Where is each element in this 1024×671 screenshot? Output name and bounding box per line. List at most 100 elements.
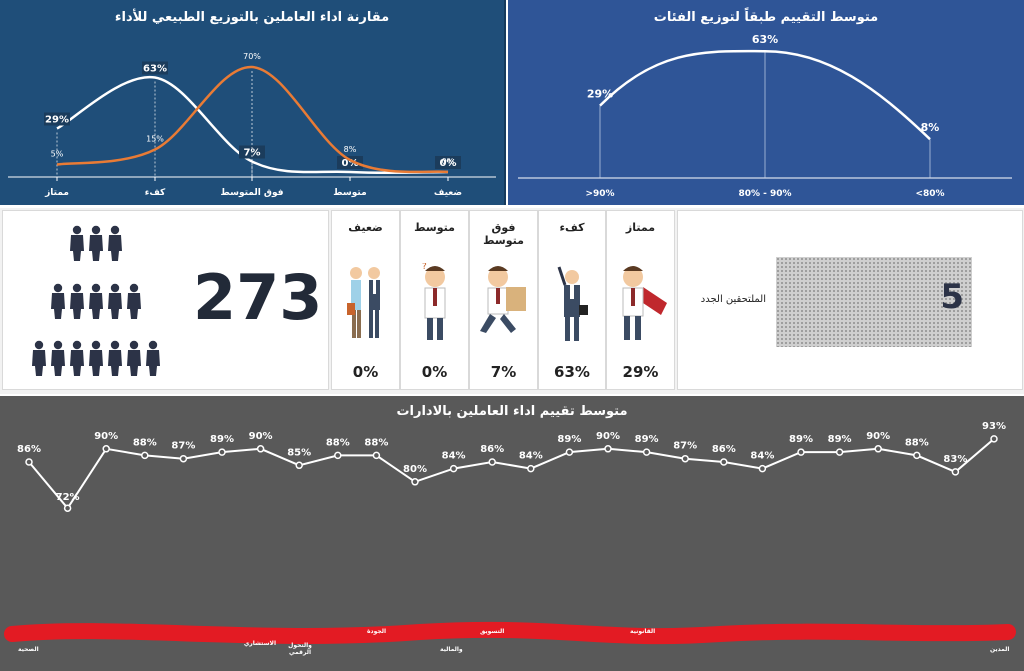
summary-section: 273 ضعيف 0% متوسط ? 0% فوق متوسط 7% كفء … [0,208,1024,394]
category-card-excellent: ممتاز 29% [606,210,675,390]
data-point [604,445,612,453]
data-point [835,448,844,456]
data-label: 87% [171,441,195,452]
data-point [681,454,689,463]
category-percent: 0% [421,363,448,381]
data-label: 15% [146,135,164,144]
data-label: 70% [243,52,261,61]
category-percent: 0% [352,363,379,381]
data-label: 88% [326,437,350,448]
data-label: 63% [143,64,167,75]
department-axis-label: الصحية [18,646,39,653]
data-label-bg [435,156,461,169]
employee-illustration-icon [557,266,588,341]
data-label: 89% [210,434,234,445]
data-label-bg [337,156,363,169]
department-axis-label: الجودة [367,628,387,635]
department-axis-label: والمالية [440,646,463,653]
new-joiners-label: الملتحقين الجدد [700,294,766,305]
total-employees-card: 273 [2,210,329,390]
employee-illustration-icon [346,267,380,338]
x-axis-tick-label: ممتاز [44,188,69,198]
data-label: 8% [344,145,357,154]
new-joiners-card: الملتحقين الجدد 5 [677,210,1023,390]
employee-illustration-icon [622,266,667,340]
x-axis-tick-label: 80% - 90% [738,189,791,199]
data-label: 86% [17,444,41,455]
data-point [372,451,381,460]
data-point [990,435,998,443]
category-label: ضعيف [348,221,383,234]
data-point [951,468,960,476]
x-axis-tick-label: <80% [915,189,944,199]
data-point [720,458,728,466]
department-axis-label: المدين [990,646,1010,653]
data-point [874,445,882,453]
category-percent: 63% [554,363,590,381]
data-label: 29% [45,115,69,126]
data-point [565,448,574,456]
data-label: 86% [712,444,736,455]
data-label: 89% [789,434,813,445]
x-axis-tick-label: كفء [145,188,166,198]
new-joiners-value-box: 5 [776,257,972,347]
distribution-comparison-title: مقارنة اداء العاملين بالتوزيع الطبيعي لل… [114,10,390,25]
data-label: 86% [480,444,504,455]
data-point [488,458,496,466]
total-employees-count: 273 [193,261,323,334]
data-point [334,451,342,460]
series-line [28,438,995,510]
data-label: 90% [866,431,890,442]
department-axis-label: القانونية [630,628,656,635]
data-point [913,451,921,460]
category-percent: 7% [490,363,517,381]
data-label: 72% [56,492,80,503]
category-average-title: متوسط التقييم طبقاً لتوزيع الفئات [653,10,879,25]
data-point [25,458,33,466]
category-card-weak: ضعيف 0% [331,210,400,390]
data-label: 80% [403,464,427,475]
data-label: 88% [905,437,929,448]
data-label-bg [44,112,70,126]
data-label: 83% [943,454,967,465]
data-label: 90% [249,431,273,442]
x-axis-tick-label: متوسط [333,188,366,198]
departments-average-chart: 86% 72% 90% 88% 87% 89% 90% 85% 88% 88% 80% 84% 86% 8… [4,421,1016,645]
data-point [218,448,226,456]
departments-average-panel: متوسط تقييم اداء العاملين بالادارات 86% 7… [0,396,1024,671]
series-line [599,49,931,141]
x-axis-tick-label: ضعيف [434,188,462,198]
data-label: 8% [921,121,940,134]
category-card-average: متوسط ? 0% [400,210,469,390]
departments-average-title: متوسط تقييم اداء العاملين بالادارات [396,404,628,419]
data-label: 84% [442,451,466,462]
category-label: ممتاز [625,221,656,234]
data-point [527,464,535,473]
data-point [411,478,419,486]
data-label: 88% [364,437,388,448]
data-label-bg [142,61,168,75]
data-label: 5% [51,150,64,159]
category-label: متوسط [414,221,455,234]
category-average-chart: >90% 80% - 90% <80% 29% 63% 8% [518,33,1012,199]
x-axis-tick-label: >90% [585,189,614,199]
svg-text:?: ? [422,263,427,272]
redaction-mark [4,621,1016,645]
data-label: 84% [519,451,543,462]
data-label: 85% [287,447,311,458]
distribution-comparison-panel: مقارنة اداء العاملين بالتوزيع الطبيعي لل… [0,0,506,205]
data-label: 84% [750,451,774,462]
data-label: 87% [673,441,697,452]
department-axis-label: الاستشاري [243,640,276,647]
category-percent: 29% [622,363,659,381]
category-average-panel: متوسط التقييم طبقاً لتوزيع الفئات >90% 80… [508,0,1024,205]
data-label: 0% [442,157,455,166]
data-point [141,451,149,460]
data-label: 89% [557,434,581,445]
data-point [295,461,303,470]
data-point [797,448,805,456]
data-point [449,464,458,473]
data-label: 90% [94,431,118,442]
category-card-above-average: فوق متوسط 7% [469,210,538,390]
data-point [179,454,188,463]
